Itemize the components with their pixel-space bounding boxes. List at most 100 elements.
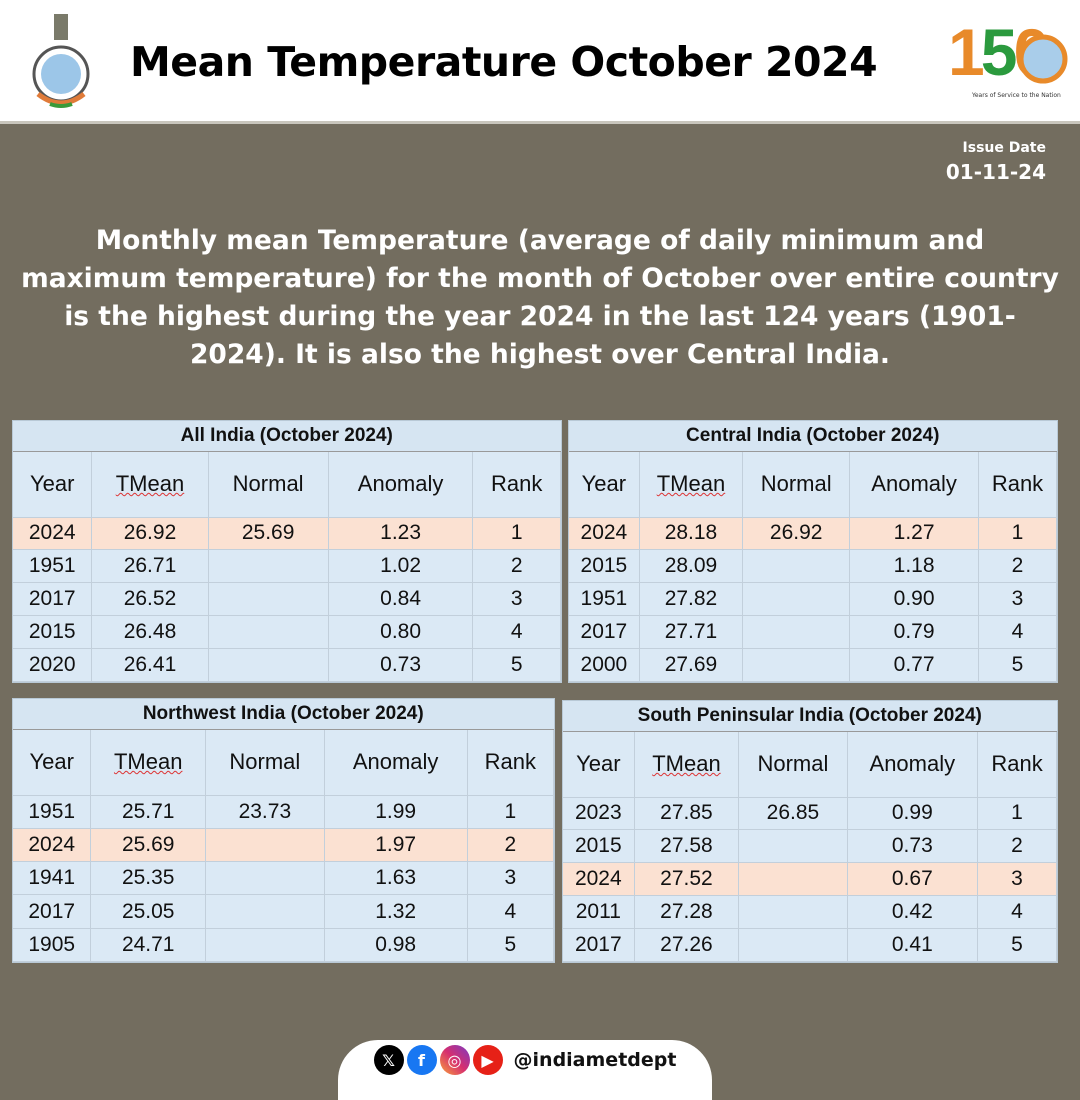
- table-cell: [738, 829, 848, 864]
- table-row: 2017 26.52 0.84 3: [13, 582, 561, 617]
- column-header: Year: [13, 729, 92, 796]
- table-cell: [205, 894, 325, 929]
- table-row: 1951 26.71 1.02 2: [13, 549, 561, 584]
- column-header: Year: [569, 451, 640, 518]
- table-row: 2024 28.18 26.92 1.27 1: [569, 517, 1057, 551]
- table-cell: 4: [977, 895, 1057, 930]
- table-row: 2023 27.85 26.85 0.99 1: [563, 797, 1057, 831]
- table-cell: [742, 582, 851, 617]
- table-cell: [208, 615, 329, 650]
- table-cell: [208, 549, 329, 584]
- table-cell: 2017: [563, 928, 635, 962]
- table-row: 2017 25.05 1.32 4: [13, 894, 555, 929]
- table-cell: 27.58: [634, 829, 740, 864]
- table-central-india: Central India (October 2024) Year TMean Nor…: [568, 420, 1058, 683]
- table-cell: 0.42: [847, 895, 979, 930]
- issue-date-label: Issue Date: [962, 140, 1046, 156]
- table-cell: 25.35: [90, 861, 207, 896]
- table-cell: 5: [467, 928, 555, 963]
- table-cell: [742, 615, 851, 650]
- table-cell: 25.71: [90, 795, 207, 829]
- table-cell: 26.85: [738, 797, 848, 831]
- table-cell: 2024: [13, 828, 92, 863]
- social-handle[interactable]: @indiametdept: [513, 1049, 677, 1071]
- table-cell: 2015: [13, 615, 93, 650]
- table-cell: 3: [977, 862, 1057, 897]
- table-row: 1951 27.82 0.90 3: [569, 582, 1057, 617]
- table-cell: 0.90: [849, 582, 980, 617]
- table-cell: 24.71: [90, 928, 207, 963]
- table-header-row: Year TMean Normal Anomaly Rank: [569, 451, 1057, 518]
- table-cell: 1951: [13, 795, 92, 829]
- table-cell: 0.99: [847, 797, 979, 831]
- table-cell: 1: [978, 517, 1057, 551]
- table-cell: [208, 648, 329, 682]
- table-cell: 0.79: [849, 615, 980, 650]
- table-cell: 5: [472, 648, 561, 682]
- table-cell: 26.92: [742, 517, 851, 551]
- column-header: TMean: [90, 729, 207, 796]
- table-cell: 0.77: [849, 648, 980, 682]
- x-icon[interactable]: 𝕏: [373, 1045, 404, 1075]
- column-header: Rank: [977, 731, 1057, 798]
- table-header-row: Year TMean Normal Anomaly Rank: [13, 729, 555, 796]
- table-cell: 1951: [569, 582, 640, 617]
- table-row: 2011 27.28 0.42 4: [563, 895, 1057, 930]
- table-cell: 0.41: [847, 928, 979, 962]
- table-cell: 26.52: [91, 582, 209, 617]
- table-cell: 1.32: [324, 894, 468, 929]
- table-row: 2015 28.09 1.18 2: [569, 549, 1057, 584]
- column-header: Normal: [205, 729, 325, 796]
- table-cell: 28.18: [639, 517, 744, 551]
- table-cell: 1.02: [328, 549, 474, 584]
- table-cell: 5: [978, 648, 1057, 682]
- table-cell: [742, 549, 851, 584]
- youtube-icon[interactable]: ▶: [472, 1045, 503, 1075]
- table-cell: 0.84: [328, 582, 474, 617]
- table-cell: 1: [472, 517, 561, 551]
- table-cell: 3: [467, 861, 555, 896]
- logo-caption: Years of Service to the Nation: [972, 92, 1061, 99]
- table-cell: 2011: [563, 895, 635, 930]
- table-cell: 1: [467, 795, 555, 829]
- column-header: Anomaly: [324, 729, 468, 796]
- social-footer: 𝕏 f ◎ ▶ @indiametdept: [338, 1040, 712, 1100]
- instagram-icon[interactable]: ◎: [439, 1045, 470, 1075]
- column-header: Year: [13, 451, 93, 518]
- table-cell: 27.71: [639, 615, 744, 650]
- table-cell: 2017: [13, 582, 93, 617]
- table-cell: 4: [978, 615, 1057, 650]
- table-cell: 2000: [569, 648, 640, 682]
- table-cell: 3: [978, 582, 1057, 617]
- table-row: 2024 27.52 0.67 3: [563, 862, 1057, 897]
- header: Mean Temperature October 2024 150 Years …: [0, 0, 1080, 124]
- column-header: Year: [563, 731, 635, 798]
- table-cell: 2017: [13, 894, 92, 929]
- table-cell: 26.92: [91, 517, 209, 551]
- table-cell: 2015: [563, 829, 635, 864]
- table-northwest-india: Northwest India (October 2024) Year TMean N…: [12, 698, 555, 963]
- table-cell: 0.73: [847, 829, 979, 864]
- table-cell: 1.27: [849, 517, 980, 551]
- table-cell: 3: [472, 582, 561, 617]
- table-cell: [208, 582, 329, 617]
- column-header: Anomaly: [847, 731, 979, 798]
- table-title: South Peninsular India (October 2024): [563, 701, 1057, 732]
- table-cell: 27.52: [634, 862, 740, 897]
- table-cell: 4: [472, 615, 561, 650]
- table-cell: 26.71: [91, 549, 209, 584]
- table-cell: 2: [467, 828, 555, 863]
- facebook-icon[interactable]: f: [406, 1045, 437, 1075]
- table-row: 1905 24.71 0.98 5: [13, 928, 555, 963]
- table-row: 2015 26.48 0.80 4: [13, 615, 561, 650]
- page-title: Mean Temperature October 2024: [130, 38, 878, 86]
- table-cell: 2023: [563, 797, 635, 831]
- table-cell: 1.97: [324, 828, 468, 863]
- table-cell: 26.41: [91, 648, 209, 682]
- table-cell: 1905: [13, 928, 92, 963]
- table-cell: 1: [977, 797, 1057, 831]
- table-cell: 2: [977, 829, 1057, 864]
- issue-date: Issue Date 01-11-24: [946, 140, 1046, 184]
- table-row: 1941 25.35 1.63 3: [13, 861, 555, 896]
- table-cell: 2020: [13, 648, 93, 682]
